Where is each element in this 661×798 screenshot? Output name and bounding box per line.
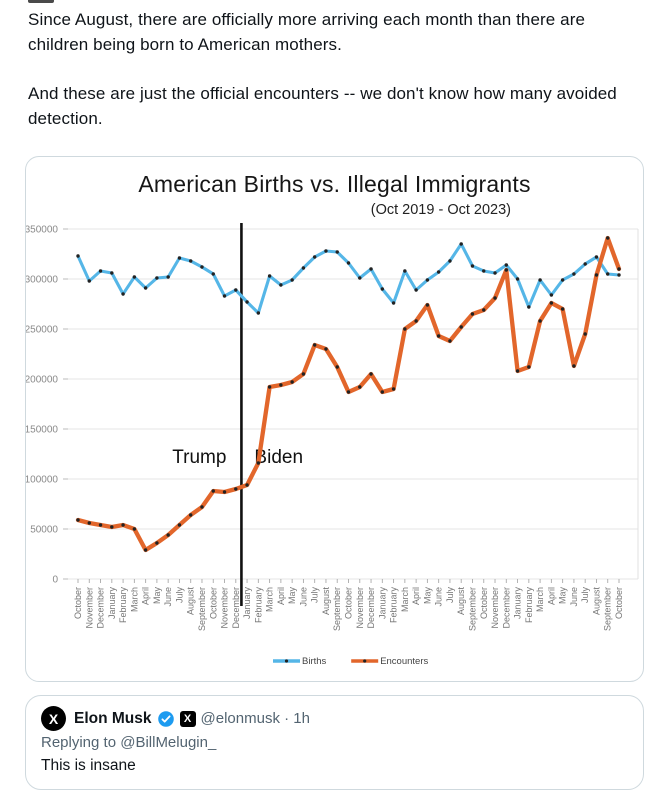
svg-text:April: April [276, 587, 286, 605]
svg-text:0: 0 [52, 575, 58, 586]
affiliate-x-badge-icon: X [179, 710, 196, 727]
svg-text:250000: 250000 [26, 325, 58, 336]
svg-text:November: November [355, 587, 365, 629]
svg-text:January: January [377, 587, 387, 620]
svg-text:200000: 200000 [26, 375, 58, 386]
svg-text:August: August [186, 587, 196, 616]
svg-text:October: October [73, 587, 83, 619]
quoted-tweet-header: X Elon Musk X @elonmusk · 1h [41, 706, 310, 731]
svg-text:September: September [332, 587, 342, 631]
svg-text:March: March [265, 587, 275, 612]
svg-text:September: September [603, 587, 613, 631]
svg-text:July: July [174, 587, 184, 604]
svg-text:300000: 300000 [26, 275, 58, 286]
quoted-tweet-text: This is insane [41, 757, 136, 774]
svg-text:January: January [513, 587, 523, 620]
tweet-paragraph-2: And these are just the official encounte… [28, 84, 617, 128]
timestamp: 1h [293, 710, 310, 727]
svg-text:July: July [310, 587, 320, 604]
svg-text:January: January [242, 587, 252, 620]
embedded-chart-image[interactable]: American Births vs. Illegal Immigrants (… [25, 156, 644, 682]
chart-subtitle: (Oct 2019 - Oct 2023) [370, 202, 511, 218]
user-handle[interactable]: @elonmusk · 1h [200, 710, 310, 727]
svg-text:February: February [524, 587, 534, 624]
svg-text:100000: 100000 [26, 475, 58, 486]
births-vs-encounters-line-chart: 0 50000 100000 150000 200000 250000 300000 3500… [26, 223, 639, 667]
svg-text:November: November [84, 587, 94, 629]
svg-text:July: July [445, 587, 455, 604]
svg-text:September: September [197, 587, 207, 631]
svg-text:March: March [400, 587, 410, 612]
chart-title: American Births vs. Illegal Immigrants [138, 171, 531, 197]
svg-text:December: December [501, 587, 511, 629]
svg-text:August: August [456, 587, 466, 616]
svg-text:June: June [434, 587, 444, 607]
svg-text:May: May [558, 587, 568, 605]
svg-text:50000: 50000 [30, 525, 58, 536]
svg-text:December: December [96, 587, 106, 629]
svg-text:June: June [298, 587, 308, 607]
verified-badge-icon [157, 710, 174, 727]
replying-to-line[interactable]: Replying to @BillMelugin_ [41, 734, 217, 751]
svg-text:October: October [479, 587, 489, 619]
svg-text:June: June [569, 587, 579, 607]
svg-text:May: May [152, 587, 162, 605]
svg-text:September: September [467, 587, 477, 631]
svg-text:March: March [129, 587, 139, 612]
svg-text:Trump: Trump [172, 447, 226, 468]
quoted-tweet-card[interactable]: X Elon Musk X @elonmusk · 1h Replying to… [25, 695, 644, 790]
svg-text:October: October [614, 587, 624, 619]
svg-text:Biden: Biden [254, 447, 303, 468]
svg-text:December: December [231, 587, 241, 629]
svg-text:350000: 350000 [26, 225, 58, 236]
svg-text:August: August [591, 587, 601, 616]
svg-text:Births: Births [302, 656, 327, 667]
svg-text:April: April [411, 587, 421, 605]
svg-text:August: August [321, 587, 331, 616]
svg-text:May: May [287, 587, 297, 605]
svg-text:October: October [344, 587, 354, 619]
svg-text:March: March [535, 587, 545, 612]
svg-text:May: May [422, 587, 432, 605]
svg-text:November: November [490, 587, 500, 629]
elon-musk-avatar[interactable]: X [41, 706, 66, 731]
display-name[interactable]: Elon Musk [74, 709, 152, 727]
svg-text:150000: 150000 [26, 425, 58, 436]
svg-text:November: November [220, 587, 230, 629]
svg-text:April: April [546, 587, 556, 605]
svg-text:December: December [366, 587, 376, 629]
clipped-content-artifact [28, 0, 54, 3]
svg-text:June: June [163, 587, 173, 607]
svg-text:July: July [580, 587, 590, 604]
tweet-paragraph-1: Since August, there are officially more … [28, 10, 586, 54]
svg-text:February: February [253, 587, 263, 624]
svg-text:April: April [141, 587, 151, 605]
svg-text:February: February [389, 587, 399, 624]
svg-text:February: February [118, 587, 128, 624]
tweet-text: Since August, there are officially more … [28, 8, 636, 156]
svg-text:Encounters: Encounters [380, 656, 428, 667]
svg-text:October: October [208, 587, 218, 619]
svg-text:January: January [107, 587, 117, 620]
